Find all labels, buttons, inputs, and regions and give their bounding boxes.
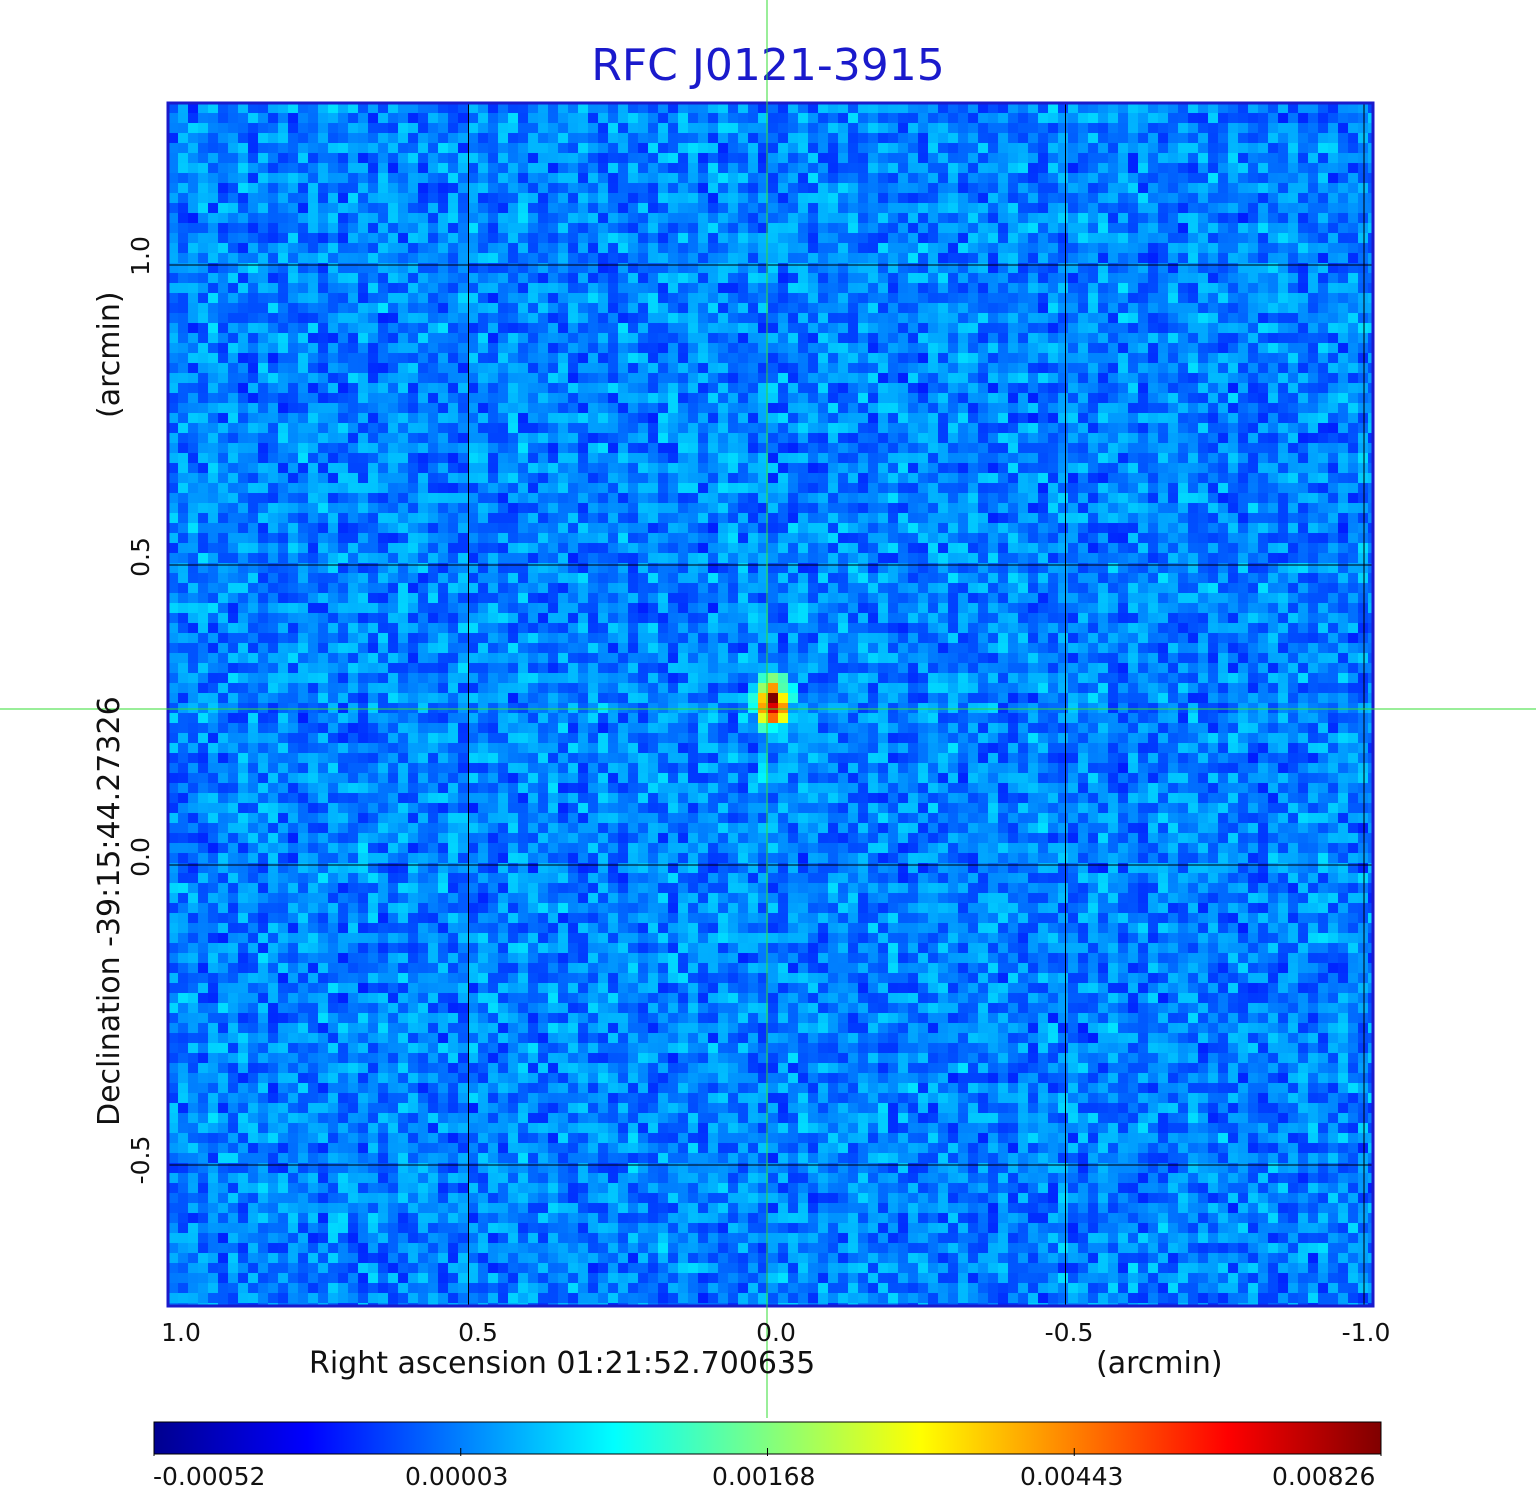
map-pixels [168,103,1373,1306]
y-tick-label: 0.0 [126,837,155,877]
x-tick-label: 0.0 [756,1318,796,1347]
y-tick-label: 0.5 [126,537,155,577]
x-tick-label: -1.0 [1341,1318,1391,1347]
x-tick-label: 0.5 [458,1318,498,1347]
x-axis-label: Right ascension 01:21:52.700635 [309,1346,816,1381]
y-tick-label: -0.5 [126,1135,155,1185]
image-title: RFC J0121-3915 [591,40,945,91]
colorbar-tick-label: 0.00003 [405,1462,509,1491]
colorbar-tick-label: 0.00168 [712,1462,816,1491]
x-axis-unit: (arcmin) [1096,1346,1223,1381]
colorbar-tick-label: 0.00826 [1272,1462,1376,1491]
colorbar-tick-label: -0.00052 [153,1462,266,1491]
x-tick-label: -0.5 [1044,1318,1094,1347]
y-axis-label: Declination -39:15:44.27326 [92,696,127,1126]
x-tick-label: 1.0 [161,1318,201,1347]
map-frame [166,101,1375,1308]
colorbar-tick-marks [153,1448,1382,1456]
y-tick-label: 1.0 [126,236,155,276]
colorbar-tick-label: 0.00443 [1020,1462,1124,1491]
y-axis-unit: (arcmin) [92,291,127,418]
